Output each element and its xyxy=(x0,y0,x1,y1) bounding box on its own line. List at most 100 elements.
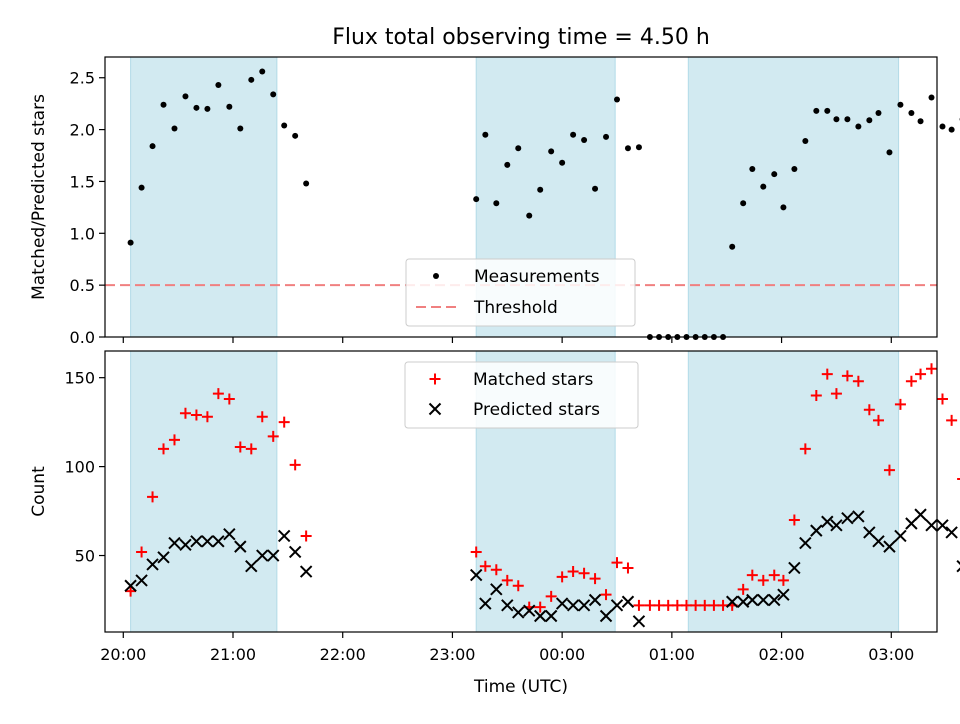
x-tick-label: 22:00 xyxy=(320,645,366,664)
observing-window-shade xyxy=(688,57,898,337)
matched-stars-point xyxy=(926,363,937,374)
measurement-point xyxy=(918,118,924,124)
legend-matched-label: Matched stars xyxy=(473,370,593,390)
observing-window-shade xyxy=(131,57,277,337)
measurement-point xyxy=(537,187,543,193)
measurement-point xyxy=(548,148,554,154)
measurement-point xyxy=(570,132,576,138)
predicted-stars-point xyxy=(926,520,937,531)
y-tick-label: 2.0 xyxy=(70,121,95,140)
y-tick-label: 150 xyxy=(64,369,95,388)
measurement-point xyxy=(139,185,145,191)
measurement-point xyxy=(237,126,243,132)
measurement-point xyxy=(226,104,232,110)
measurement-point xyxy=(215,82,221,88)
matched-stars-point xyxy=(937,394,948,405)
measurement-point xyxy=(897,102,903,108)
measurement-point xyxy=(482,132,488,138)
measurement-point xyxy=(824,108,830,114)
measurement-point xyxy=(161,102,167,108)
y-tick-label: 0.0 xyxy=(70,328,95,347)
predicted-stars-point xyxy=(622,596,633,607)
measurement-point xyxy=(844,116,850,122)
measurement-point xyxy=(603,134,609,140)
predicted-stars-point xyxy=(946,527,957,538)
measurement-point xyxy=(908,110,914,116)
measurement-point xyxy=(493,200,499,206)
matched-stars-point xyxy=(633,600,644,611)
predicted-stars-point xyxy=(915,509,926,520)
figure-title: Flux total observing time = 4.50 h xyxy=(332,25,710,50)
predicted-stars-point xyxy=(290,546,301,557)
y-tick-label: 100 xyxy=(64,458,95,477)
measurement-point xyxy=(473,196,479,202)
y-tick-label: 0.5 xyxy=(70,276,95,295)
y-tick-label: 1.0 xyxy=(70,224,95,243)
matched-stars-point xyxy=(946,415,957,426)
matched-stars-point xyxy=(622,562,633,573)
measurement-point xyxy=(866,117,872,123)
measurement-point xyxy=(182,93,188,99)
measurement-point xyxy=(614,97,620,103)
x-tick-label: 21:00 xyxy=(210,645,256,664)
measurement-point xyxy=(729,244,735,250)
measurement-point xyxy=(760,184,766,190)
predicted-stars-point xyxy=(301,566,312,577)
measurement-point xyxy=(592,186,598,192)
measurement-point xyxy=(581,137,587,143)
measurement-point xyxy=(833,116,839,122)
measurement-point xyxy=(771,171,777,177)
measurement-point xyxy=(270,91,276,97)
measurement-point xyxy=(813,108,819,114)
x-tick-label: 23:00 xyxy=(429,645,475,664)
measurement-point xyxy=(855,123,861,129)
x-tick-label: 20:00 xyxy=(100,645,146,664)
predicted-stars-point xyxy=(633,616,644,627)
measurement-point xyxy=(504,162,510,168)
matched-stars-point xyxy=(290,459,301,470)
matched-stars-point xyxy=(279,417,290,428)
y-tick-label: 1.5 xyxy=(70,172,95,191)
measurement-point xyxy=(791,166,797,172)
x-tick-label: 01:00 xyxy=(649,645,695,664)
y-axis-label: Matched/Predicted stars xyxy=(29,94,49,300)
x-tick-label: 00:00 xyxy=(539,645,585,664)
legend-threshold-label: Threshold xyxy=(473,298,558,318)
measurement-point xyxy=(150,143,156,149)
measurement-point xyxy=(204,106,210,112)
x-tick-label: 02:00 xyxy=(759,645,805,664)
measurement-point xyxy=(292,133,298,139)
measurement-point xyxy=(259,69,265,75)
measurement-point xyxy=(740,200,746,206)
predicted-stars-point xyxy=(279,530,290,541)
measurement-point xyxy=(281,122,287,128)
count-panel: 50 100 150 20:00 21:00 22:00 23:00 00:00 01:00 02… xyxy=(29,351,960,664)
measurement-point xyxy=(802,138,808,144)
measurement-point xyxy=(636,144,642,150)
measurement-point xyxy=(303,181,309,187)
measurement-point xyxy=(625,145,631,151)
measurement-point xyxy=(526,213,532,219)
ratio-panel: 0.0 0.5 1.0 1.5 2.0 2.5 Matched/Predicted star… xyxy=(29,57,960,347)
matched-stars-point xyxy=(915,369,926,380)
measurement-point xyxy=(515,145,521,151)
predicted-stars-point xyxy=(937,520,948,531)
measurement-point xyxy=(248,77,254,83)
measurement-point xyxy=(128,240,134,246)
measurement-point xyxy=(780,204,786,210)
matched-stars-point xyxy=(906,376,917,387)
y-tick-label: 50 xyxy=(75,547,95,566)
legend-measurements-label: Measurements xyxy=(474,267,600,287)
y-tick-label: 2.5 xyxy=(70,69,95,88)
measurement-point xyxy=(559,160,565,166)
matched-stars-point xyxy=(301,530,312,541)
measurement-point xyxy=(886,149,892,155)
y-axis-label: Count xyxy=(29,466,49,517)
legend-predicted-label: Predicted stars xyxy=(473,400,600,420)
measurement-point xyxy=(193,105,199,111)
measurement-point xyxy=(171,126,177,132)
measurement-point xyxy=(749,166,755,172)
observing-window-shade xyxy=(688,351,898,632)
x-tick-label: 03:00 xyxy=(868,645,914,664)
